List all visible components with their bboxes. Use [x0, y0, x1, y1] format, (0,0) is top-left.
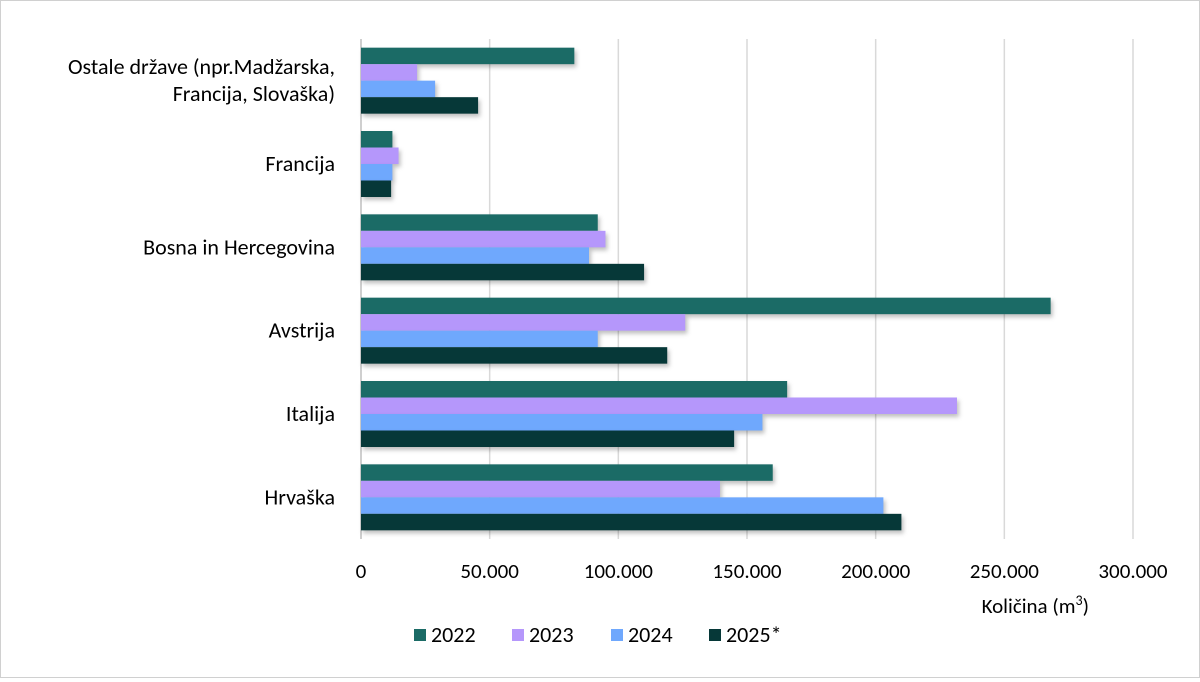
bar — [361, 214, 598, 231]
bar — [361, 381, 788, 398]
category-label: Hrvaška — [264, 483, 335, 510]
category-label: Ostale države (npr.Madžarska, — [68, 53, 335, 80]
legend-swatch — [512, 629, 524, 641]
category-label: Francija, Slovaška) — [173, 80, 335, 107]
legend-label: 2023 — [529, 621, 574, 648]
bar — [361, 230, 606, 248]
bar — [361, 263, 645, 281]
x-tick-label: 300.000 — [1098, 558, 1168, 584]
bar — [361, 64, 418, 81]
bar — [361, 297, 1051, 315]
x-tick-label: 150.000 — [712, 558, 782, 584]
bar — [361, 97, 479, 114]
bar — [361, 464, 773, 481]
category-label: Francija — [265, 150, 335, 177]
bar — [361, 397, 957, 414]
bar — [361, 430, 735, 447]
category-label: Bosna in Hercegovina — [143, 233, 335, 260]
x-tick-label: 100.000 — [584, 558, 654, 584]
bar — [361, 180, 392, 197]
x-tick-label: 200.000 — [841, 558, 911, 584]
legend-label: 2025* — [726, 621, 782, 648]
category-label: Avstrija — [269, 317, 335, 344]
x-tick-label: 0 — [356, 558, 367, 584]
bar — [361, 513, 902, 531]
bar — [361, 147, 399, 164]
legend-swatch — [414, 629, 426, 641]
x-tick-label: 50.000 — [460, 558, 519, 584]
x-axis-label: Količina (m3) — [982, 592, 1089, 619]
bar — [361, 314, 686, 331]
legend-label: 2024 — [628, 621, 673, 648]
bar — [361, 497, 884, 514]
bar — [361, 347, 668, 364]
bar — [361, 414, 763, 431]
bar — [361, 47, 575, 65]
legend: 2022 2023 2024 2025* — [414, 621, 782, 648]
bar — [361, 80, 436, 98]
bar — [361, 164, 393, 181]
legend-label: 2022 — [431, 621, 476, 648]
x-tick-label: 250.000 — [970, 558, 1040, 584]
category-label: Italija — [286, 400, 335, 427]
bar — [361, 480, 720, 498]
bar — [361, 247, 589, 264]
bar — [361, 131, 393, 148]
bar — [361, 330, 598, 348]
legend-swatch — [709, 629, 721, 641]
legend-swatch — [611, 629, 623, 641]
